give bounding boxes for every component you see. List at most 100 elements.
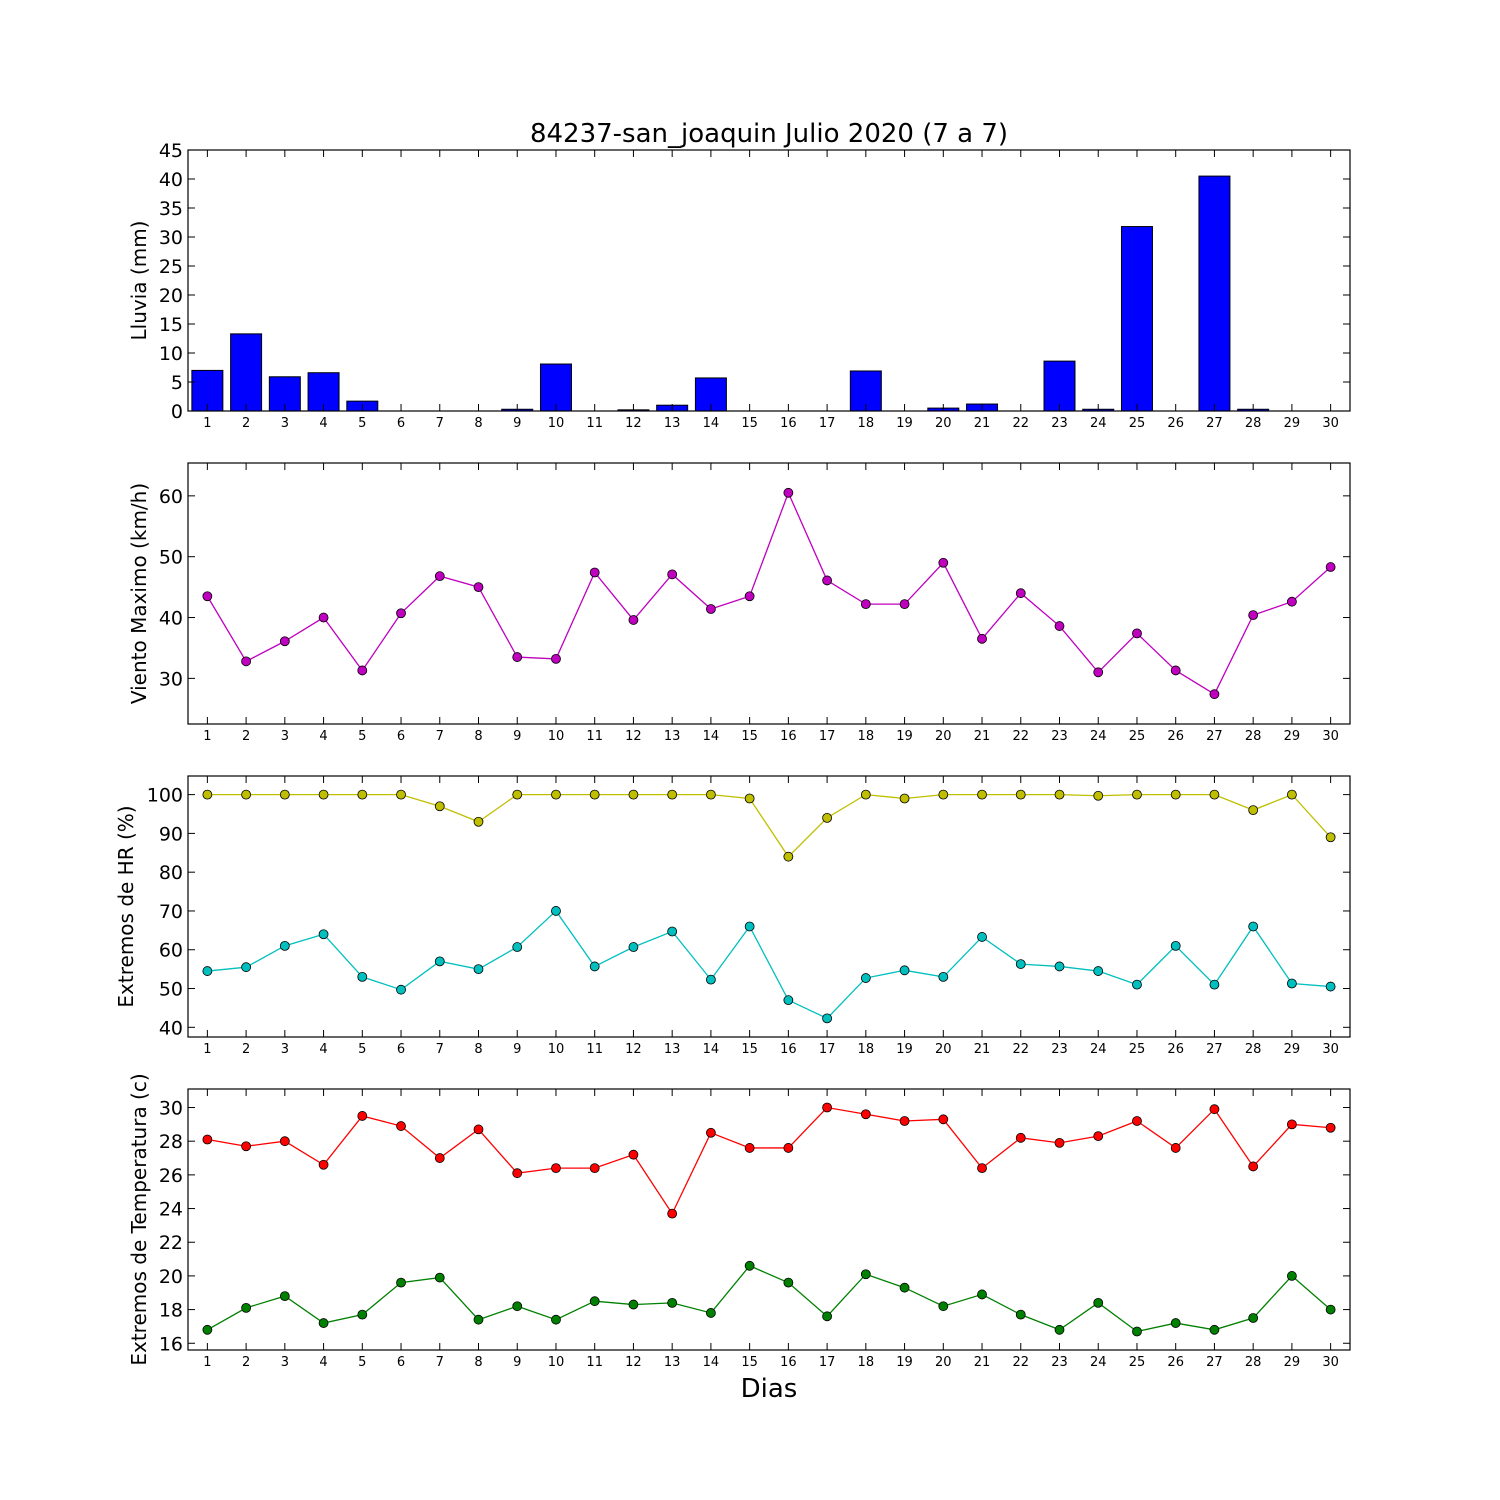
data-point	[783, 487, 794, 498]
data-point	[706, 789, 716, 800]
x-tick-label: 15	[741, 416, 758, 431]
data-point	[357, 1309, 368, 1320]
y-tick-label: 20	[159, 285, 183, 307]
data-point	[1248, 921, 1259, 932]
y-tick-label: 18	[159, 1300, 183, 1322]
data-point	[628, 1299, 639, 1310]
x-tick-label: 6	[397, 416, 405, 431]
x-tick-label: 2	[242, 416, 250, 431]
data-point	[396, 1121, 406, 1131]
data-point	[667, 1208, 678, 1219]
x-tick-label: 20	[935, 1355, 952, 1370]
x-tick-label: 11	[586, 729, 603, 744]
x-tick-label: 4	[319, 1355, 327, 1370]
data-point	[551, 906, 561, 916]
x-tick-label: 28	[1245, 729, 1262, 744]
data-point	[977, 633, 987, 644]
x-tick-label: 18	[858, 729, 875, 744]
x-tick-label: 29	[1284, 729, 1301, 744]
x-tick-label: 22	[1012, 729, 1029, 744]
x-tick-label: 3	[281, 416, 289, 431]
x-tick-label: 26	[1167, 416, 1184, 431]
data-point	[1093, 790, 1104, 801]
data-point	[860, 973, 871, 983]
data-point	[473, 1124, 484, 1135]
x-tick-label: 30	[1322, 729, 1339, 744]
data-point	[706, 1127, 716, 1138]
x-tick-label: 8	[474, 416, 482, 431]
y-axis-label: Viento Maximo (km/h)	[127, 483, 151, 704]
data-point	[1248, 805, 1259, 816]
data-point	[860, 599, 871, 610]
data-point	[241, 656, 252, 667]
x-tick-label: 25	[1129, 416, 1146, 431]
data-point	[783, 851, 794, 862]
y-tick-label: 26	[159, 1165, 183, 1187]
data-point	[1132, 628, 1142, 639]
data-point	[628, 615, 639, 625]
x-tick-label: 12	[625, 1355, 642, 1370]
x-tick-label: 6	[397, 729, 405, 744]
x-tick-label: 19	[896, 416, 913, 431]
x-tick-label: 10	[548, 1042, 565, 1057]
axes-frame	[187, 775, 1351, 1038]
series-line	[207, 793, 1332, 858]
y-tick-label: 24	[159, 1199, 183, 1221]
x-tick-label: 13	[664, 1042, 681, 1057]
data-point	[202, 1134, 213, 1145]
x-tick-label: 8	[474, 1042, 482, 1057]
y-axis-label: Lluvia (mm)	[127, 221, 151, 341]
data-point	[667, 569, 678, 580]
x-tick-label: 3	[281, 1355, 289, 1370]
x-tick-label: 7	[436, 416, 444, 431]
x-tick-label: 10	[548, 416, 565, 431]
x-tick-label: 4	[319, 729, 327, 744]
x-tick-label: 28	[1245, 1355, 1262, 1370]
y-tick-label: 70	[159, 901, 183, 923]
x-tick-label: 16	[780, 1355, 797, 1370]
x-tick-label: 23	[1051, 1355, 1068, 1370]
x-tick-label: 27	[1206, 1355, 1223, 1370]
data-point	[938, 1114, 949, 1125]
data-point	[434, 956, 445, 967]
x-tick-label: 5	[358, 416, 366, 431]
series-line	[207, 1265, 1332, 1333]
x-tick-label: 12	[625, 729, 642, 744]
data-point	[744, 793, 755, 804]
data-point	[241, 1303, 252, 1313]
rain-bar	[230, 333, 263, 412]
data-point	[1325, 981, 1336, 992]
data-point	[822, 1311, 832, 1322]
data-point	[279, 940, 290, 951]
data-point	[1209, 789, 1220, 800]
data-point	[977, 932, 987, 942]
data-point	[1248, 1313, 1259, 1323]
data-point	[434, 1272, 445, 1283]
data-point	[1287, 596, 1297, 607]
series-line	[207, 1106, 1331, 1215]
data-point	[318, 612, 329, 623]
x-tick-label: 28	[1245, 1042, 1262, 1057]
data-point	[938, 557, 949, 568]
data-point	[977, 789, 987, 800]
x-tick-label: 25	[1129, 1355, 1146, 1370]
x-tick-label: 22	[1012, 1042, 1029, 1057]
y-tick-label: 35	[159, 198, 183, 220]
x-tick-label: 19	[896, 1355, 913, 1370]
x-tick-label: 4	[319, 416, 327, 431]
data-point	[667, 926, 678, 937]
x-tick-label: 27	[1206, 416, 1223, 431]
data-point	[744, 591, 755, 602]
y-tick-label: 90	[159, 823, 183, 845]
data-point	[1054, 961, 1065, 972]
x-tick-label: 16	[780, 416, 797, 431]
data-point	[1209, 1324, 1220, 1335]
data-point	[744, 1143, 755, 1153]
x-tick-label: 24	[1090, 416, 1107, 431]
data-point	[1325, 832, 1336, 843]
data-point	[1015, 588, 1026, 599]
data-point	[667, 789, 678, 800]
x-tick-label: 20	[935, 729, 952, 744]
data-point	[589, 1296, 600, 1307]
